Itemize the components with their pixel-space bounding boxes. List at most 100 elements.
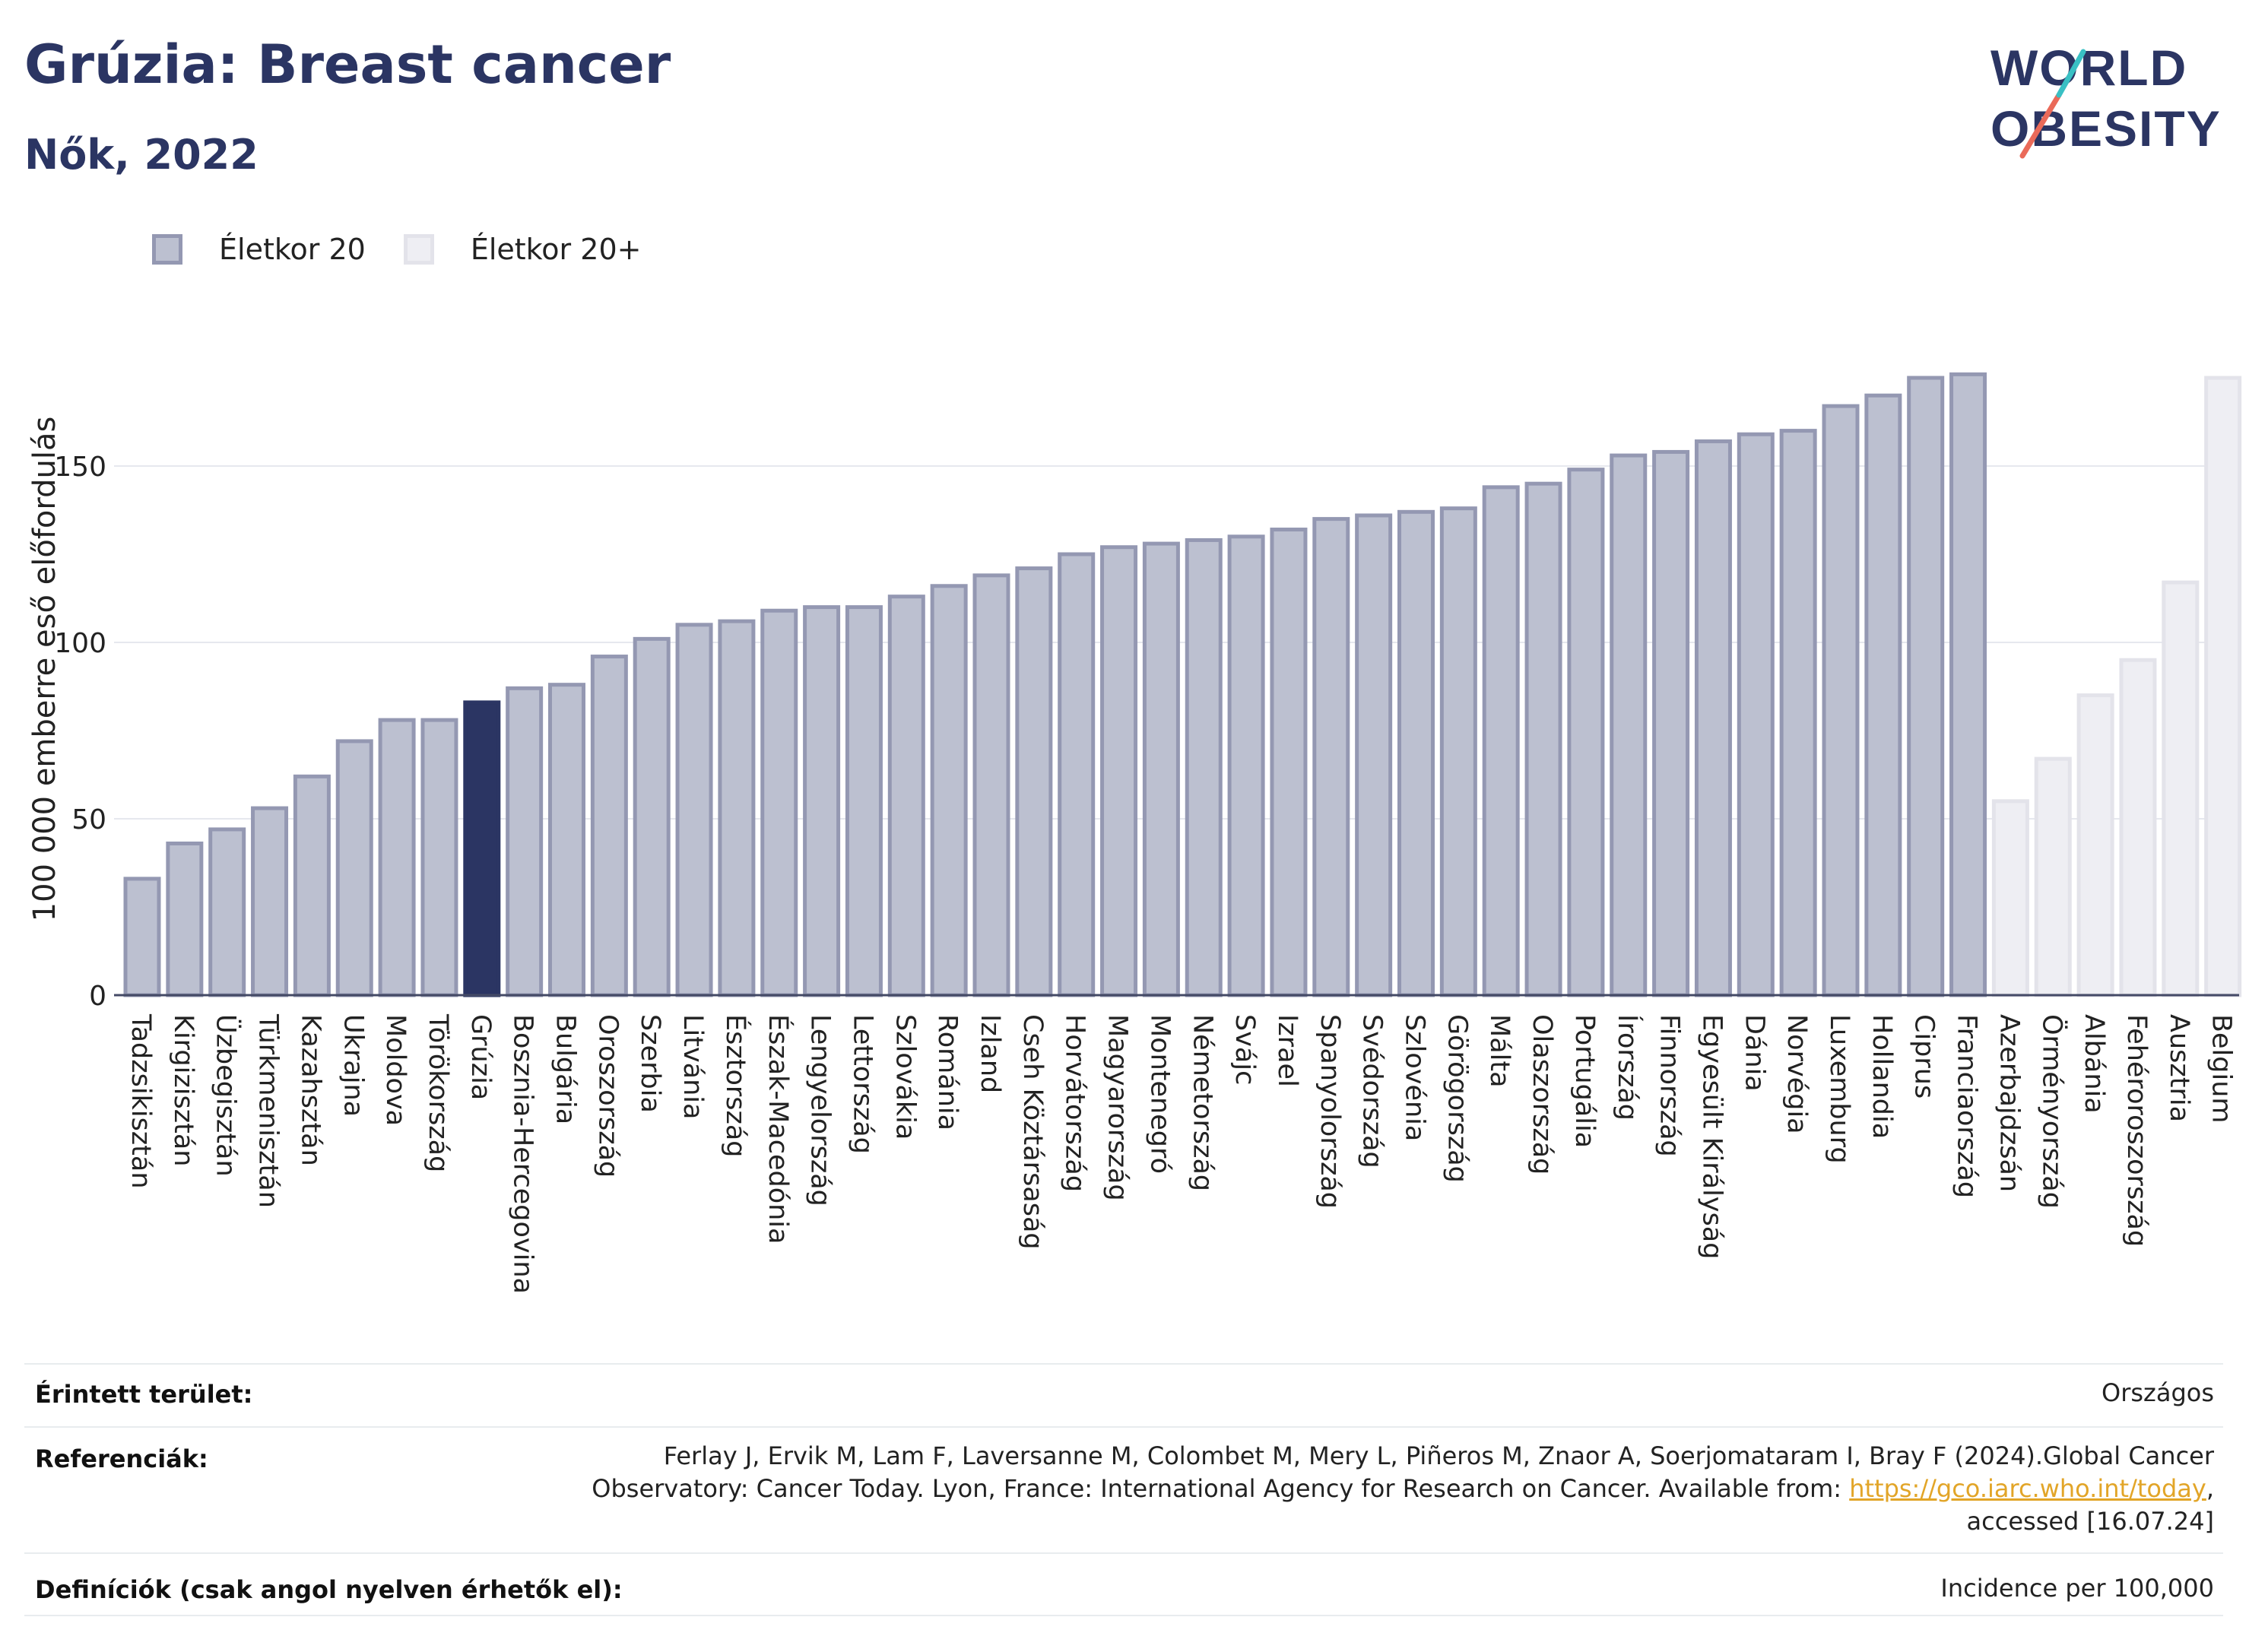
area-value: Országos — [2101, 1378, 2214, 1407]
bar-Fehéroroszország[interactable] — [2119, 658, 2157, 997]
bar-Ciprus[interactable] — [1907, 376, 1945, 997]
refs-link[interactable]: https://gco.iarc.who.int/today — [1849, 1474, 2206, 1503]
bar-Oroszország[interactable] — [590, 655, 628, 997]
x-tick-label: Kirgizisztán — [168, 1014, 198, 1166]
logo-line1: WORLD — [1990, 40, 2187, 96]
bar-Lengyelország[interactable] — [803, 605, 841, 997]
defs-key: Definíciók (csak angol nyelven érhetők e… — [35, 1575, 623, 1604]
defs-value: Incidence per 100,000 — [1940, 1574, 2214, 1603]
bar-Albánia[interactable] — [2076, 693, 2114, 997]
bar-Észtország[interactable] — [718, 619, 756, 997]
bar-chart: 0 50 100 150 100 000 emberre eső előfordulá… — [27, 372, 2242, 1294]
bar-Málta[interactable] — [1482, 485, 1520, 997]
x-tick-label: Lettország — [847, 1014, 877, 1154]
bar-Montenegró[interactable] — [1142, 541, 1180, 997]
bar-Izland[interactable] — [972, 573, 1010, 997]
x-tick-label: Lengyelország — [805, 1014, 836, 1206]
bar-Litvánia[interactable] — [675, 623, 713, 997]
bar-Törökország[interactable] — [420, 718, 458, 997]
bar-Belgium[interactable] — [2204, 376, 2242, 997]
bar-Portugália[interactable] — [1567, 468, 1605, 997]
x-tick-label: Szlovénia — [1400, 1014, 1430, 1141]
legend-item-age-20[interactable]: Életkor 20 — [152, 233, 366, 266]
x-tick-label: Tadzsikisztán — [125, 1013, 156, 1189]
bar-Kazahsztán[interactable] — [293, 774, 331, 997]
bar-Ukrajna[interactable] — [335, 739, 373, 997]
bar-Egyesült Királyság[interactable] — [1694, 439, 1732, 997]
bar-Moldova[interactable] — [378, 718, 416, 997]
info-row-area: Érintett terület: Országos — [24, 1378, 2223, 1425]
bar-Szlovákia[interactable] — [887, 595, 925, 997]
bar-Dánia[interactable] — [1737, 432, 1775, 997]
bar-Románia[interactable] — [930, 584, 968, 997]
refs-line2-wrap: Observatory: Cancer Today. Lyon, France:… — [465, 1473, 2214, 1505]
bar-Németország[interactable] — [1185, 537, 1223, 997]
bar-Magyarország[interactable] — [1100, 545, 1138, 997]
refs-line2: Observatory: Cancer Today. Lyon, France:… — [592, 1474, 1850, 1503]
bar-Olaszország[interactable] — [1524, 481, 1562, 997]
x-tick-label: Németország — [1187, 1014, 1217, 1191]
bar-Finnország[interactable] — [1652, 449, 1690, 997]
x-tick-label: Izland — [975, 1014, 1005, 1093]
refs-value: Ferlay J, Ervik M, Lam F, Laversanne M, … — [465, 1440, 2214, 1538]
bar-Görögország[interactable] — [1439, 506, 1477, 997]
bar-Spanyolország[interactable] — [1312, 517, 1350, 997]
x-tick-label: Ukrajna — [338, 1014, 368, 1117]
x-tick-label: Szerbia — [635, 1014, 665, 1113]
bar-Hollandia[interactable] — [1864, 393, 1902, 997]
bar-Azerbajdzsán[interactable] — [1991, 799, 2029, 997]
x-tick-label: Moldova — [380, 1014, 411, 1126]
bar-Cseh Köztársaság[interactable] — [1015, 566, 1053, 997]
bar-Ausztria[interactable] — [2162, 580, 2200, 997]
bar-Kirgizisztán[interactable] — [166, 841, 204, 997]
x-tick-label: Görögország — [1442, 1014, 1472, 1183]
x-tick-label: Oroszország — [592, 1014, 623, 1178]
bar-Grúzia[interactable] — [463, 700, 501, 997]
divider — [24, 1363, 2223, 1365]
x-tick-label: Románia — [932, 1014, 963, 1130]
x-tick-label: Franciaország — [1952, 1014, 1982, 1198]
bar-Norvégia[interactable] — [1779, 429, 1817, 997]
x-tick-label: Norvégia — [1781, 1014, 1812, 1134]
x-tick-label: Portugália — [1569, 1014, 1600, 1148]
divider — [24, 1615, 2223, 1616]
bar-Bosznia-Hercegovina[interactable] — [506, 686, 544, 997]
bar-Lettország[interactable] — [845, 605, 883, 997]
bar-Észak-Macedónia[interactable] — [760, 608, 798, 997]
x-tick-label: Üzbegisztán — [211, 1014, 243, 1177]
bars — [123, 372, 2242, 997]
bar-Izrael[interactable] — [1270, 528, 1308, 997]
bar-Szlovénia[interactable] — [1397, 509, 1435, 997]
bar-Üzbegisztán[interactable] — [208, 827, 246, 997]
bar-Örményország[interactable] — [2034, 756, 2072, 997]
refs-key: Referenciák: — [35, 1444, 208, 1473]
x-tick-label: Türkmenisztán — [253, 1013, 284, 1208]
bar-Tadzsikisztán[interactable] — [123, 877, 161, 997]
x-tick-label: Észtország — [720, 1014, 752, 1158]
chart-legend: Életkor 20 Életkor 20+ — [152, 227, 679, 272]
y-tick-label: 50 — [71, 804, 106, 836]
world-obesity-logo: WORLD OBESITY — [1990, 40, 2220, 159]
x-tick-label: Szlovákia — [890, 1014, 920, 1140]
legend-item-age-20-plus[interactable]: Életkor 20+ — [403, 233, 642, 266]
x-tick-label: Észak-Macedónia — [763, 1014, 795, 1244]
chart-title: Grúzia: Breast cancer — [24, 33, 671, 96]
x-tick-label: Ausztria — [2164, 1014, 2194, 1122]
x-tick-label: Spanyolország — [1315, 1014, 1345, 1209]
bar-Franciaország[interactable] — [1949, 372, 1987, 997]
bar-Szerbia[interactable] — [633, 636, 671, 997]
bar-Írország[interactable] — [1610, 453, 1648, 997]
bar-Svájc[interactable] — [1227, 534, 1265, 997]
y-axis-label: 100 000 emberre eső előfordulás — [27, 417, 62, 922]
legend-label-age-20-plus: Életkor 20+ — [470, 233, 642, 266]
bar-Türkmenisztán[interactable] — [251, 806, 289, 997]
x-tick-label: Örményország — [2036, 1014, 2068, 1209]
bar-Bulgária[interactable] — [548, 683, 585, 997]
bar-Horvátország[interactable] — [1058, 552, 1096, 997]
x-tick-label: Albánia — [2079, 1014, 2109, 1114]
x-tick-label: Litvánia — [677, 1014, 708, 1119]
x-tick-label: Bulgária — [550, 1014, 581, 1124]
bar-Luxemburg[interactable] — [1822, 404, 1860, 997]
bar-Svédország[interactable] — [1355, 513, 1393, 997]
x-tick-label: Olaszország — [1527, 1014, 1557, 1175]
